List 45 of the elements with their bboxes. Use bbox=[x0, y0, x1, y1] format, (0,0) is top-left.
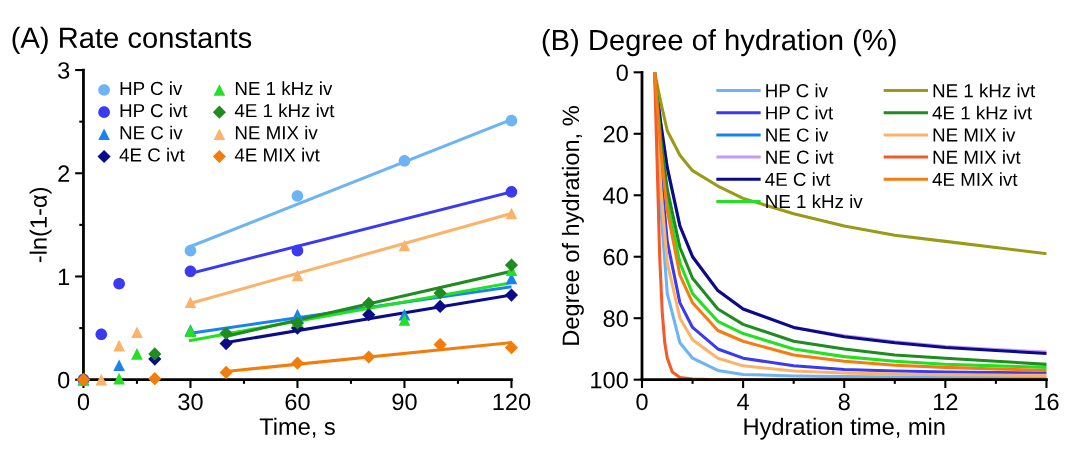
x-tick-label: 0 bbox=[77, 393, 90, 411]
x-tick-label: 30 bbox=[178, 393, 203, 411]
legend-label: 4E 1 kHz ivt bbox=[234, 103, 335, 118]
legend-label: HP C ivt bbox=[766, 105, 834, 120]
legend-label: 4E MIX ivt bbox=[234, 147, 320, 162]
legend-label: NE C iv bbox=[120, 125, 183, 140]
y-tick-label: 20 bbox=[603, 125, 628, 143]
x-tick-label: 4 bbox=[737, 393, 749, 410]
legend-label: NE C iv bbox=[766, 127, 829, 142]
x-axis-title: Time, s bbox=[259, 417, 335, 438]
x-tick-label: 60 bbox=[285, 393, 310, 411]
chart-title: (A) Rate constants bbox=[12, 26, 252, 54]
x-tick-label: 12 bbox=[934, 393, 958, 410]
legend-label: 4E C ivt bbox=[119, 147, 185, 162]
legend-label: NE MIX iv bbox=[235, 125, 318, 140]
legend-label: NE MIX iv bbox=[933, 127, 1016, 142]
y-tick-label: 0 bbox=[58, 371, 70, 389]
y-tick-label: 3 bbox=[58, 62, 70, 79]
x-tick-label: 16 bbox=[1035, 393, 1059, 411]
legend-label: HP C iv bbox=[120, 81, 183, 96]
y-tick-label: 40 bbox=[603, 187, 628, 205]
legend-label: HP C iv bbox=[766, 83, 828, 98]
legend-label: NE 1 kHz iv bbox=[766, 194, 863, 208]
x-tick-label: 8 bbox=[838, 393, 850, 411]
y-axis-title: Degree of hydration, % bbox=[561, 106, 584, 345]
y-axis-title: -ln(1-α) bbox=[29, 188, 52, 263]
legend-label: HP C ivt bbox=[120, 103, 188, 118]
legend-label: NE C ivt bbox=[766, 150, 834, 164]
y-tick-label: 100 bbox=[591, 371, 628, 389]
chart-title: (B) Degree of hydration (%) bbox=[542, 28, 896, 57]
x-tick-label: 0 bbox=[636, 393, 648, 411]
y-tick-label: 2 bbox=[58, 165, 70, 182]
x-tick-label: 90 bbox=[392, 393, 417, 411]
y-tick-label: 60 bbox=[603, 248, 628, 266]
x-axis-title: Hydration time, min bbox=[744, 417, 945, 440]
legend-label: 4E C ivt bbox=[765, 172, 831, 187]
y-tick-label: 80 bbox=[603, 310, 628, 327]
y-tick-label: 0 bbox=[616, 64, 628, 82]
legend-label: NE 1 kHz ivt bbox=[933, 83, 1036, 98]
legend-label: NE 1 kHz iv bbox=[235, 81, 333, 95]
y-tick-label: 1 bbox=[58, 268, 70, 286]
legend-label: 4E MIX ivt bbox=[932, 172, 1018, 186]
legend-label: 4E 1 kHz ivt bbox=[932, 105, 1032, 120]
x-tick-label: 120 bbox=[493, 393, 531, 411]
legend-label: NE MIX ivt bbox=[933, 150, 1021, 164]
